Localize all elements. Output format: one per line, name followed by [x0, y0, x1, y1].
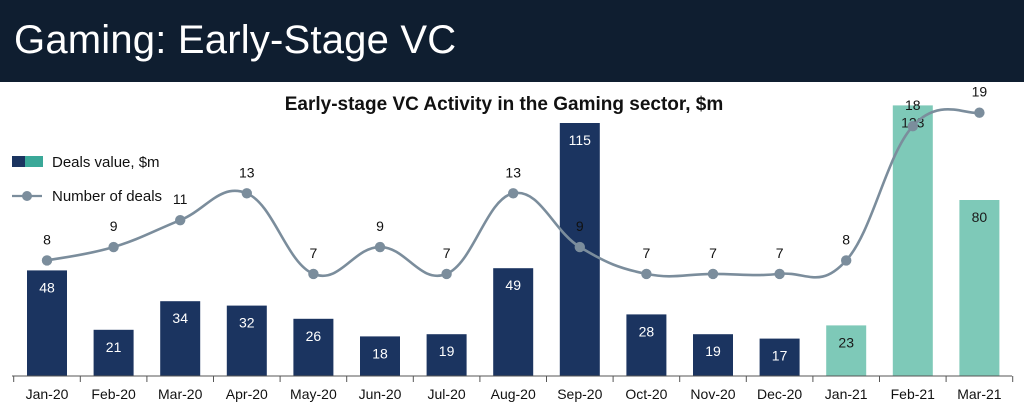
bar-value-label: 26	[306, 328, 322, 344]
deals-count-label: 7	[709, 245, 717, 261]
page-title: Gaming: Early-Stage VC	[14, 18, 457, 62]
deals-count-point-Feb-21	[907, 120, 918, 132]
deals-count-point-Oct-20	[641, 268, 652, 280]
bar-value-label: 21	[106, 339, 122, 355]
deals-count-label: 9	[576, 218, 584, 234]
x-tick-label-Feb-21: Feb-21	[891, 386, 936, 402]
line-series: 8 9 11 13 7 9 7 13 9 7 7 7 8 18 19	[41, 84, 988, 280]
deals-count-label: 9	[110, 218, 118, 234]
bar-value-label: 23	[838, 334, 854, 350]
bar-value-label: 80	[972, 209, 988, 225]
deals-count-label: 13	[239, 164, 255, 180]
x-tick-label-Sep-20: Sep-20	[557, 386, 602, 402]
deals-count-label: 9	[376, 218, 384, 234]
deals-count-point-Mar-20	[175, 214, 186, 226]
deals-count-point-Apr-20	[241, 188, 252, 199]
x-tick-label-Jul-20: Jul-20	[428, 386, 466, 402]
header-banner: Gaming: Early-Stage VC	[0, 0, 1024, 82]
bar-Jul-20	[426, 334, 467, 376]
deals-count-label: 19	[972, 84, 988, 100]
bar-Feb-20	[93, 329, 134, 376]
x-tick-label-Aug-20: Aug-20	[491, 386, 536, 402]
deals-count-point-Jun-20	[374, 241, 386, 253]
bar-value-label: 34	[172, 310, 188, 326]
bar-Dec-20	[759, 338, 800, 376]
legend-label-number-of-deals: Number of deals	[52, 188, 162, 205]
bar-value-label: 19	[705, 343, 721, 359]
x-tick-label-Oct-20: Oct-20	[625, 386, 667, 402]
bar-value-label: 49	[505, 277, 521, 293]
bar-value-label: 18	[372, 345, 388, 361]
bar-value-label: 115	[569, 132, 592, 148]
bar-May-20	[293, 318, 334, 376]
deals-count-point-Jul-20	[441, 268, 452, 280]
deals-count-point-Jan-20	[41, 255, 53, 266]
legend-marker-swatch	[22, 191, 32, 201]
deals-count-point-Sep-20	[574, 241, 585, 253]
bar-series: 48213432261819491152819172312380	[27, 105, 1000, 377]
bar-Oct-20	[626, 314, 667, 376]
bar-Jun-20	[360, 336, 400, 376]
bar-value-label: 48	[39, 279, 55, 295]
deals-count-point-May-20	[308, 268, 319, 280]
bar-Mar-21	[959, 200, 1000, 376]
bar-Jan-21	[826, 325, 867, 376]
bar-Aug-20	[493, 268, 534, 376]
legend: Deals value, $m Number of deals	[12, 154, 162, 205]
deals-count-label: 7	[310, 245, 318, 261]
bar-Apr-20	[226, 305, 267, 376]
x-tick-label-Jun-20: Jun-20	[359, 386, 402, 402]
deals-count-label: 7	[443, 245, 451, 261]
bar-value-label: 32	[239, 315, 255, 331]
bar-Mar-20	[160, 301, 201, 376]
x-tick-label-Mar-21: Mar-21	[957, 386, 1002, 402]
deals-count-point-Jan-21	[841, 255, 852, 266]
x-tick-label-Jan-21: Jan-21	[825, 386, 868, 402]
x-tick-label-May-20: May-20	[290, 386, 337, 402]
deals-count-label: 18	[905, 97, 921, 113]
legend-item-deals-value: Deals value, $m	[12, 154, 160, 171]
x-tick-label-Apr-20: Apr-20	[226, 386, 268, 402]
deals-count-label: 13	[505, 164, 521, 180]
deals-count-point-Aug-20	[508, 188, 519, 199]
x-axis: Jan-20 Feb-20 Mar-20 Apr-20 May-20 Jun-20 Jul-…	[12, 375, 1014, 402]
bar-value-label: 28	[639, 323, 655, 339]
deals-count-label: 7	[643, 245, 651, 261]
x-tick-label-Dec-20: Dec-20	[757, 386, 802, 402]
deals-count-label: 7	[776, 245, 784, 261]
x-tick-label-Feb-20: Feb-20	[91, 386, 136, 402]
legend-label-deals-value: Deals value, $m	[52, 154, 160, 171]
legend-swatch-bar-teal	[25, 156, 43, 167]
deals-count-point-Mar-21	[974, 107, 985, 118]
legend-item-number-of-deals: Number of deals	[12, 188, 162, 205]
chart-title: Early-stage VC Activity in the Gaming se…	[285, 94, 724, 115]
x-tick-label-Nov-20: Nov-20	[690, 386, 735, 402]
deals-count-label: 8	[43, 231, 51, 247]
bar-value-label: 19	[439, 343, 455, 359]
deals-count-point-Nov-20	[707, 268, 719, 280]
x-tick-label-Jan-20: Jan-20	[26, 386, 69, 402]
deals-count-label: 11	[173, 191, 188, 207]
deals-count-label: 8	[842, 231, 850, 247]
x-tick-label-Mar-20: Mar-20	[158, 386, 203, 402]
vc-activity-chart: Early-stage VC Activity in the Gaming se…	[12, 84, 1014, 402]
bar-Nov-20	[693, 334, 733, 376]
bar-value-label: 17	[772, 348, 788, 364]
legend-swatch-bar-dark	[12, 156, 25, 167]
deals-count-point-Feb-20	[108, 241, 119, 253]
deals-count-point-Dec-20	[774, 268, 785, 280]
bar-Jan-20	[27, 270, 67, 376]
bar-Feb-21	[892, 105, 933, 377]
